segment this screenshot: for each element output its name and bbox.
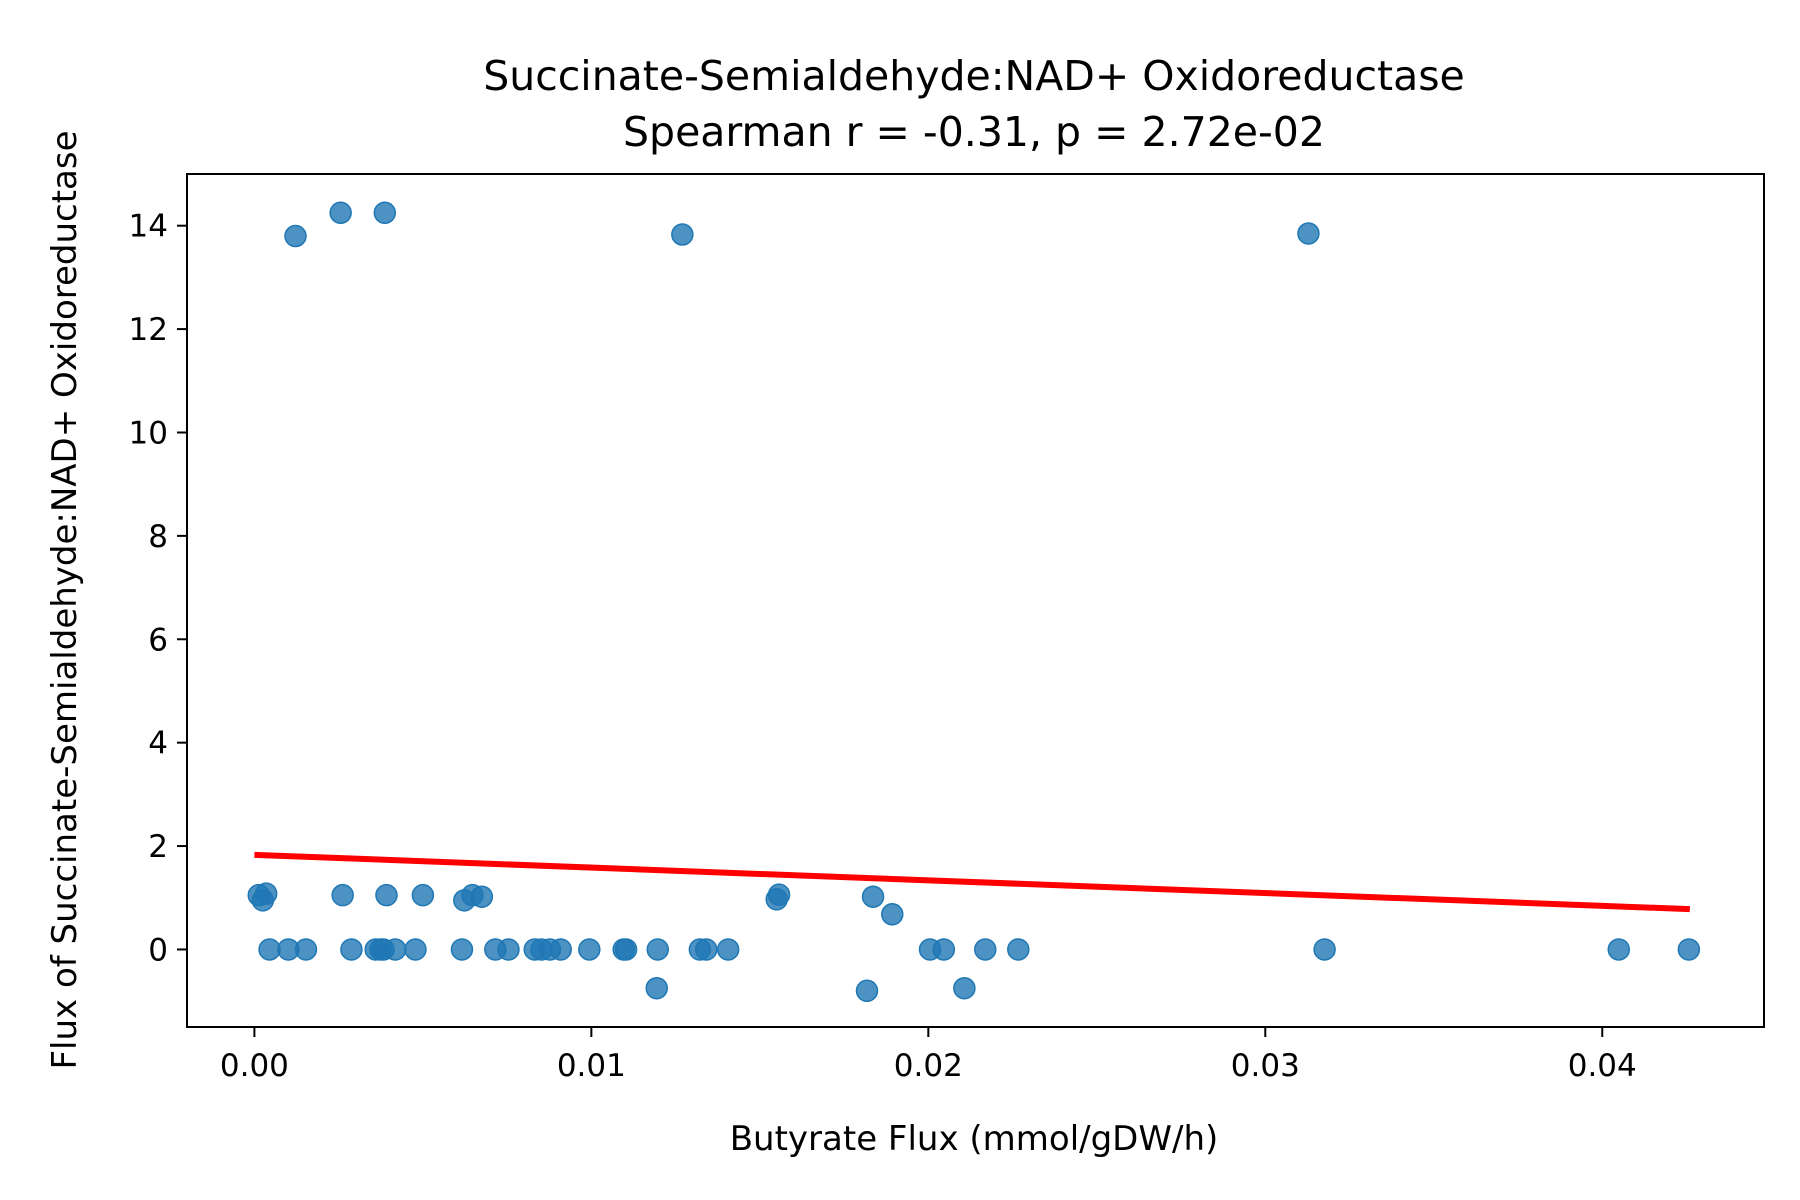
- data-point: [404, 938, 427, 961]
- data-point: [671, 223, 694, 246]
- y-tick-label: 4: [148, 726, 168, 762]
- data-point: [855, 979, 879, 1003]
- data-point: [614, 938, 638, 961]
- x-tick-label: 0.02: [894, 1048, 963, 1084]
- data-point: [1607, 938, 1631, 961]
- data-point: [331, 883, 354, 907]
- y-tick-label: 0: [148, 932, 168, 968]
- y-tick-label: 12: [129, 312, 168, 348]
- data-point: [646, 938, 669, 961]
- data-point: [578, 938, 601, 961]
- data-point: [1007, 938, 1030, 961]
- data-point: [861, 885, 885, 908]
- data-point: [932, 938, 956, 961]
- y-axis-ticks: 0 2 4 6 8 10 12 14: [129, 209, 187, 968]
- regression-line: [254, 851, 1690, 913]
- chart-title: Succinate-Semialdehyde:NAD+ Oxidoreducta…: [483, 52, 1465, 100]
- data-point: [329, 201, 352, 225]
- data-point: [953, 976, 976, 1000]
- data-point: [340, 938, 363, 961]
- x-tick-label: 0.00: [220, 1048, 289, 1084]
- data-point: [549, 938, 572, 961]
- data-point: [294, 938, 318, 961]
- data-point: [411, 883, 435, 907]
- x-tick-label: 0.01: [557, 1048, 626, 1084]
- data-point: [881, 903, 904, 926]
- data-point: [375, 883, 398, 907]
- y-axis-label: Flux of Succinate-Semialdehyde:NAD+ Oxid…: [45, 130, 85, 1069]
- x-axis-label: Butyrate Flux (mmol/gDW/h): [730, 1119, 1219, 1159]
- data-point: [645, 976, 668, 1000]
- data-points: [247, 201, 1701, 1003]
- data-point: [254, 882, 278, 905]
- y-tick-label: 8: [148, 519, 168, 555]
- data-point: [373, 201, 397, 225]
- data-point: [1297, 222, 1320, 245]
- x-axis-ticks: 0.00 0.01 0.02 0.03 0.04: [220, 1027, 1637, 1084]
- data-point: [383, 938, 407, 961]
- data-point: [258, 938, 281, 961]
- x-tick-label: 0.03: [1231, 1048, 1300, 1084]
- data-point: [767, 883, 791, 906]
- data-point: [1313, 938, 1336, 961]
- y-tick-label: 14: [129, 209, 168, 245]
- data-point: [497, 938, 520, 961]
- data-point: [450, 938, 474, 961]
- data-point: [974, 938, 997, 961]
- data-point: [695, 938, 718, 961]
- data-point: [716, 938, 740, 961]
- y-tick-label: 6: [148, 622, 168, 658]
- data-point: [470, 885, 494, 908]
- y-tick-label: 10: [129, 415, 168, 451]
- plot-frame: [186, 173, 1765, 1028]
- x-tick-label: 0.04: [1568, 1048, 1637, 1084]
- data-point: [1677, 938, 1701, 961]
- chart-subtitle: Spearman r = -0.31, p = 2.72e-02: [623, 108, 1325, 156]
- y-tick-label: 2: [148, 829, 168, 865]
- data-point: [284, 224, 307, 248]
